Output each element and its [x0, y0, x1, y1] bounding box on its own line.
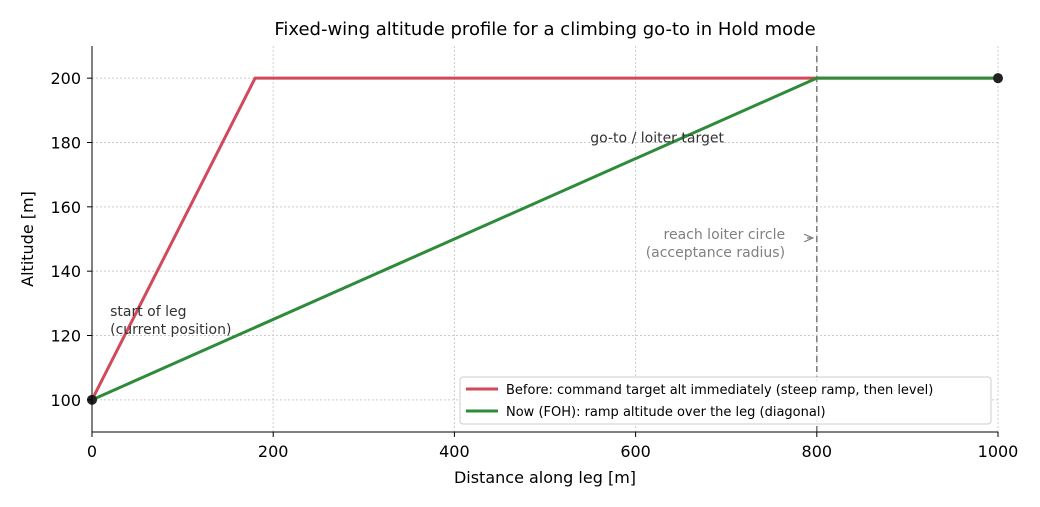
annotation-loiter: reach loiter circle (acceptance radius): [646, 227, 785, 261]
annotation-target: go-to / loiter target: [590, 131, 724, 147]
y-tick-label: 140: [50, 262, 81, 281]
series-line-2: [91, 76, 998, 402]
annotation-line: (acceptance radius): [646, 245, 785, 261]
annotation-line: (current position): [110, 322, 231, 338]
series-layer: [87, 46, 1003, 432]
annotation-line: go-to / loiter target: [590, 131, 724, 147]
x-tick-label: 1000: [978, 442, 1019, 461]
y-tick-label: 100: [50, 391, 81, 410]
legend-label-2: Now (FOH): ramp altitude over the leg (d…: [506, 405, 826, 420]
annotation-line: start of leg: [110, 304, 186, 320]
x-tick-label: 0: [87, 442, 97, 461]
y-tick-label: 120: [50, 327, 81, 346]
x-tick-label: 800: [802, 442, 833, 461]
ticks: 0 200 400 600 800 1000 100 120 140 160 180 200: [50, 69, 1018, 461]
endpoint-marker-2: [993, 73, 1003, 84]
y-axis-label: Altitude [m]: [18, 191, 37, 287]
legend-box: [459, 376, 992, 425]
axes: [91, 46, 998, 433]
series-line-1: [90, 76, 998, 401]
legend-label-1: Before: command target alt immediately (…: [506, 383, 933, 398]
x-tick-label: 400: [439, 442, 470, 461]
y-tick-label: 160: [50, 198, 81, 217]
y-tick-label: 180: [50, 134, 81, 153]
annotation-start: start of leg (current position): [110, 304, 231, 338]
y-tick-label: 200: [50, 69, 81, 88]
annotation-line: reach loiter circle: [664, 227, 786, 243]
x-tick-label: 200: [258, 442, 289, 461]
x-axis-label: Distance along leg [m]: [454, 468, 636, 487]
grid: [91, 46, 999, 432]
chart-title: Fixed-wing altitude profile for a climbi…: [274, 19, 815, 40]
legend: Before: command target alt immediately (…: [459, 376, 992, 425]
x-tick-label: 600: [620, 442, 651, 461]
annotations: start of leg (current position) go-to / lo…: [110, 131, 813, 338]
